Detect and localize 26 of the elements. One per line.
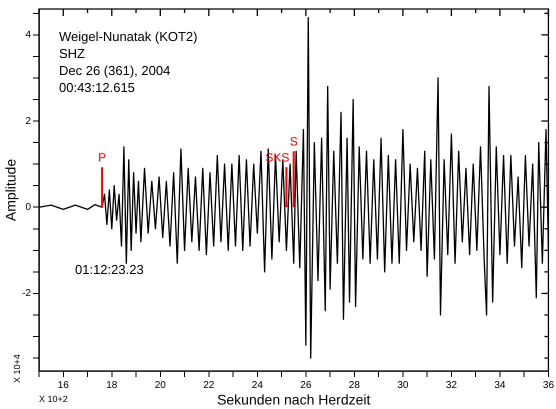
annotation: Weigel-Nunatak (KOT2) — [59, 29, 198, 44]
x-tick-label: 34 — [494, 380, 506, 391]
ref-line-label: S — [290, 134, 298, 149]
annotation: Dec 26 (361), 2004 — [59, 63, 170, 78]
annotation: 01:12:23.23 — [75, 262, 144, 278]
text: X 10+2 — [39, 394, 68, 404]
y-tick-label: 0 — [25, 202, 32, 213]
y-tick-label: 4 — [25, 30, 32, 41]
ref-line-label: P — [98, 150, 106, 165]
annotation: SHZ — [59, 46, 86, 61]
x-tick-label: 24 — [252, 380, 264, 391]
x-tick-label: 18 — [106, 380, 118, 391]
y-axis-title: Amplitude — [2, 158, 18, 222]
y-tick-label: -2 — [22, 288, 32, 300]
x-tick-label: 30 — [397, 380, 409, 391]
x-axis-title: Sekunden nach Herdzeit — [217, 391, 370, 408]
x-tick-label: 20 — [154, 380, 166, 391]
x-tick-label: 16 — [58, 380, 70, 391]
x-tick-label: 22 — [203, 380, 215, 391]
x-tick-label: 32 — [446, 380, 458, 391]
y-tick-label: 2 — [25, 116, 32, 127]
annotation: 00:43:12.615 — [59, 80, 135, 95]
x-tick-label: 28 — [348, 380, 360, 391]
text: X 10+4 — [12, 354, 22, 383]
x-tick-label: 26 — [300, 380, 312, 391]
x-tick-label: 36 — [542, 380, 554, 391]
